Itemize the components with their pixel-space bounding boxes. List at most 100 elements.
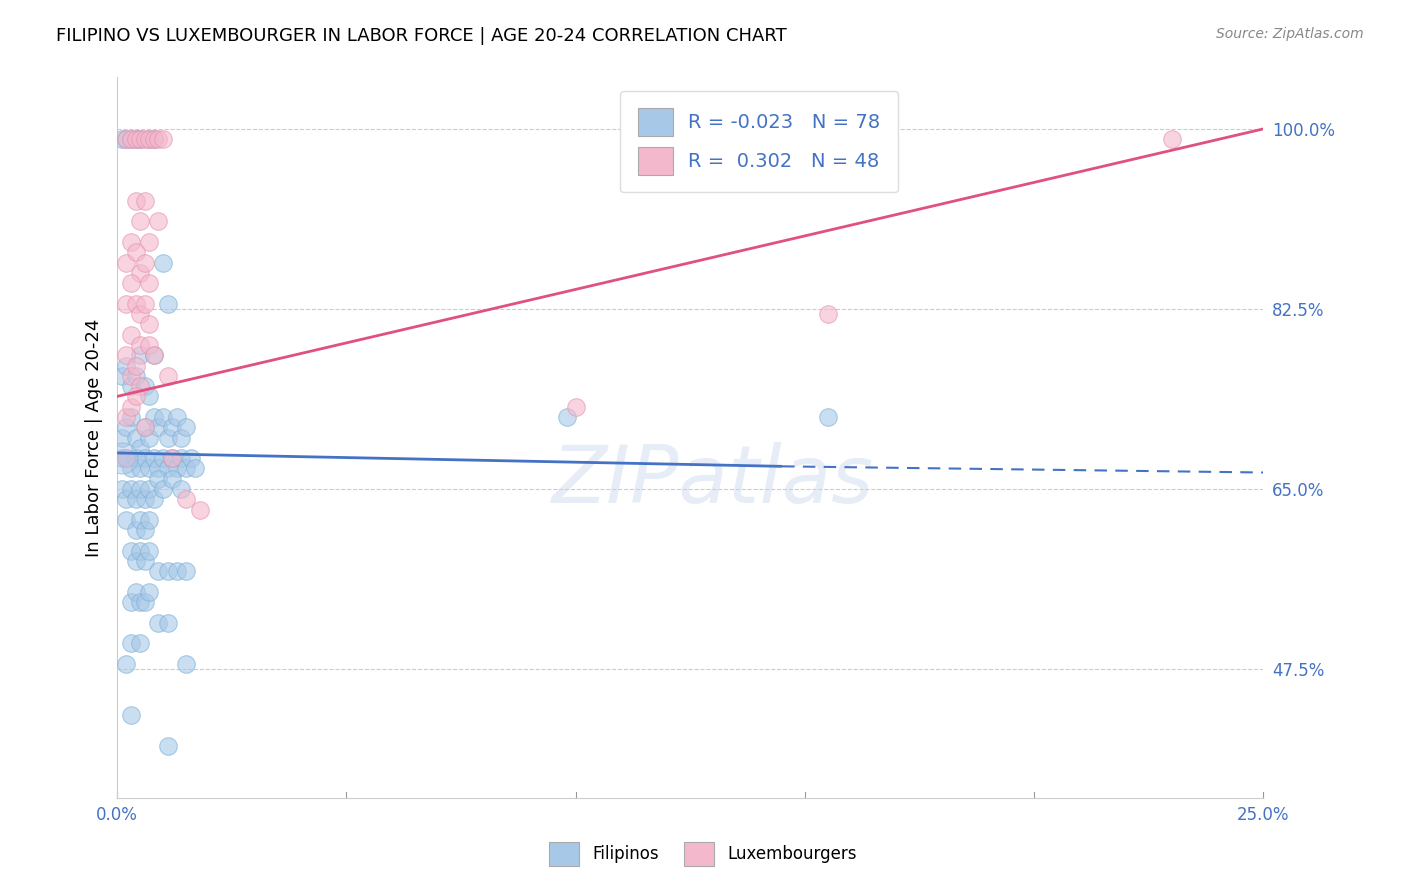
Point [124,368,146,383]
Point [111,482,134,496]
Point [134,595,156,609]
Point [184,461,207,475]
Point [129,636,152,650]
Point [120,708,142,723]
Point [166,461,188,475]
Point [120,482,142,496]
Point [148,132,170,146]
Point [138,543,160,558]
Point [129,595,152,609]
Legend: Filipinos, Luxembourgers: Filipinos, Luxembourgers [536,829,870,880]
Text: Source: ZipAtlas.com: Source: ZipAtlas.com [1216,27,1364,41]
Point [160,420,183,434]
Point [152,255,174,269]
Point [124,523,146,537]
Point [120,327,142,342]
Point [115,420,138,434]
Point [129,132,152,146]
Point [148,564,170,578]
Text: FILIPINO VS LUXEMBOURGER IN LABOR FORCE | AGE 20-24 CORRELATION CHART: FILIPINO VS LUXEMBOURGER IN LABOR FORCE … [56,27,787,45]
Point [174,564,197,578]
Point [564,400,586,414]
Point [142,409,165,424]
Point [120,400,142,414]
Point [120,636,142,650]
Point [156,368,179,383]
Point [166,409,188,424]
Point [134,451,156,466]
Point [124,359,146,373]
Point [124,132,146,146]
Legend: R = -0.023   N = 78, R =  0.302   N = 48: R = -0.023 N = 78, R = 0.302 N = 48 [620,91,898,193]
Point [134,420,156,434]
Point [174,461,197,475]
Point [138,431,160,445]
Point [115,513,138,527]
Point [115,657,138,671]
Point [152,451,174,466]
Point [138,318,160,332]
Point [134,554,156,568]
Point [129,543,152,558]
Point [148,214,170,228]
Point [129,348,152,362]
Point [138,461,160,475]
Point [111,451,134,466]
Point [156,297,179,311]
Point [160,472,183,486]
Point [134,523,156,537]
Point [148,461,170,475]
Point [134,379,156,393]
Point [134,297,156,311]
Point [124,297,146,311]
Point [120,132,142,146]
Point [115,492,138,507]
Point [142,348,165,362]
Point [152,482,174,496]
Point [138,338,160,352]
Point [115,451,138,466]
Point [120,461,142,475]
Point [142,132,165,146]
Point [134,420,156,434]
Point [138,276,160,290]
Point [160,451,183,466]
Point [129,307,152,321]
Point [124,431,146,445]
Point [156,461,179,475]
Point [817,307,839,321]
Point [174,492,197,507]
Point [138,235,160,249]
Point [555,409,578,424]
Point [1160,132,1182,146]
Point [174,657,197,671]
Point [115,451,138,466]
Point [138,585,160,599]
Point [120,132,142,146]
Point [120,595,142,609]
Point [156,739,179,754]
Point [148,472,170,486]
Point [129,461,152,475]
Point [129,266,152,280]
Point [160,451,183,466]
Point [152,132,174,146]
Y-axis label: In Labor Force | Age 20-24: In Labor Force | Age 20-24 [86,318,103,557]
Point [115,348,138,362]
Point [134,255,156,269]
Point [129,441,152,455]
Point [120,368,142,383]
Point [188,502,211,516]
Point [170,431,193,445]
Point [111,132,134,146]
Point [120,235,142,249]
Point [138,482,160,496]
Point [156,615,179,630]
Point [115,255,138,269]
Point [111,368,134,383]
Point [142,132,165,146]
Point [129,482,152,496]
Text: 25.0%: 25.0% [1237,805,1289,824]
Point [120,543,142,558]
Point [134,132,156,146]
